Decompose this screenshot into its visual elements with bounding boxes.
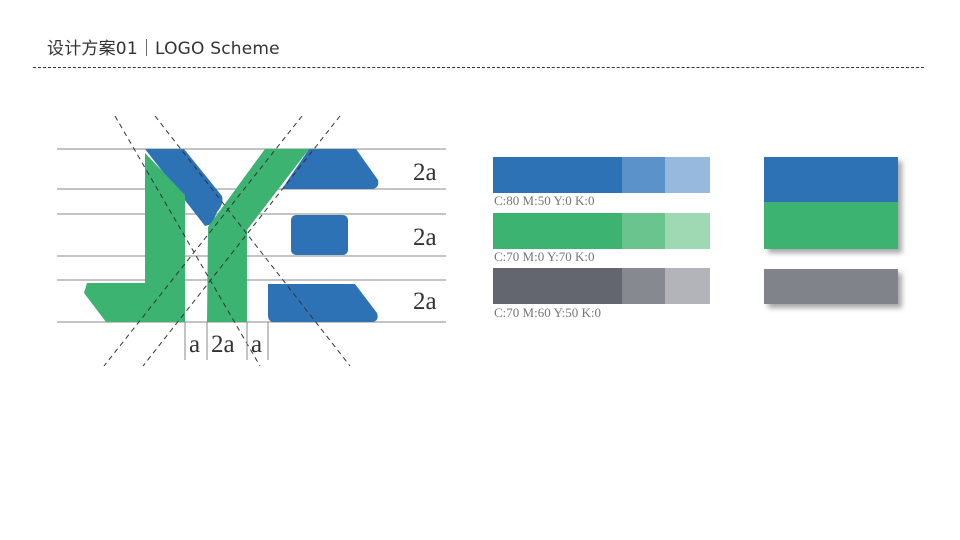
swatch-gray-100: [493, 268, 622, 304]
logo-blue-diagonal: [145, 149, 223, 226]
title-divider: [33, 67, 924, 68]
dimension-label-row1: 2a: [413, 159, 437, 186]
dimension-label-col1: a: [189, 331, 200, 358]
brand-swatch-blue: [764, 157, 898, 202]
palette-label-gray: C:70 M:60 Y:50 K:0: [494, 305, 602, 320]
logo-green-y: [207, 149, 309, 322]
palette-label-green: C:70 M:0 Y:70 K:0: [494, 249, 595, 264]
dimension-label-row3: 2a: [413, 288, 437, 315]
logo-green-j: [84, 153, 185, 322]
swatch-blue-70: [622, 157, 665, 193]
page-title: 设计方案01｜LOGO Scheme: [47, 39, 280, 59]
logo-blue-bottom-bar: [268, 284, 378, 322]
palette-row-blue: [493, 157, 710, 193]
palette-label-blue: C:80 M:50 Y:0 K:0: [494, 193, 595, 208]
brand-swatch-gray: [764, 269, 898, 304]
logo-blue-square: [291, 215, 348, 255]
swatch-green-100: [493, 213, 622, 249]
swatch-blue-40: [665, 157, 710, 193]
dimension-label-col2: 2a: [211, 331, 235, 358]
diagonal-guides: [103, 115, 351, 367]
swatch-green-40: [665, 213, 710, 249]
brand-swatch-green: [764, 202, 898, 249]
logo-mark: [84, 149, 379, 322]
palette-row-green: [493, 213, 710, 249]
palette-row-gray: [493, 268, 710, 304]
dimension-label-col3: a: [251, 331, 262, 358]
swatch-gray-70: [622, 268, 665, 304]
vertical-guides: [184, 322, 269, 360]
swatch-green-70: [622, 213, 665, 249]
swatch-gray-40: [665, 268, 710, 304]
swatch-blue-100: [493, 157, 622, 193]
dimension-label-row2: 2a: [413, 224, 437, 251]
brand-swatch-blue-green: [764, 157, 898, 249]
